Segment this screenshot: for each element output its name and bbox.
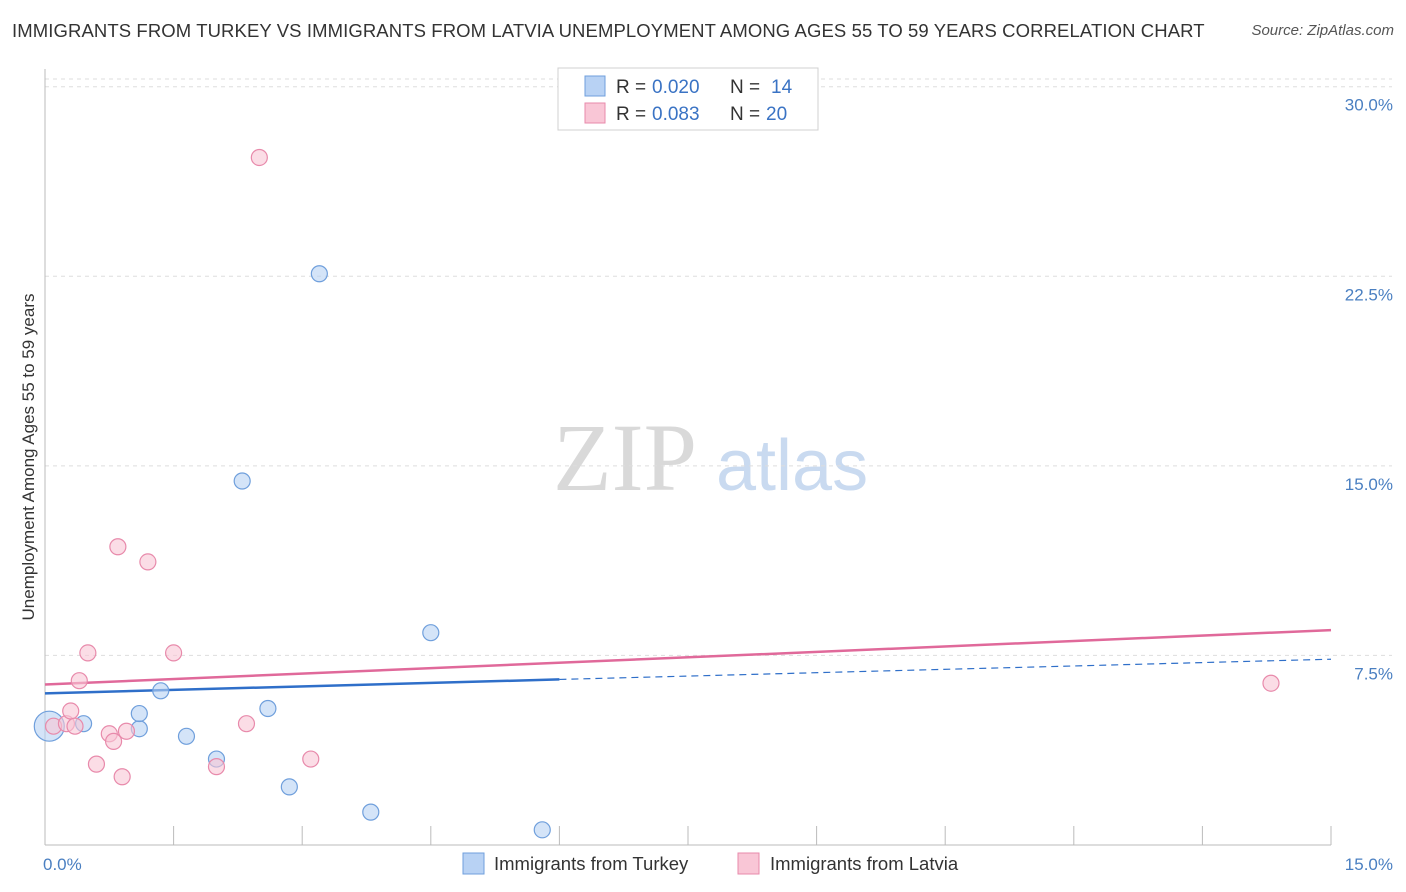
latvia-point-15 bbox=[237, 715, 256, 733]
latvia-point-14 bbox=[207, 758, 226, 776]
turkey-series-swatch bbox=[462, 852, 485, 875]
source-label: Source: ZipAtlas.com bbox=[1251, 22, 1394, 39]
trend-lines bbox=[44, 628, 1332, 695]
series-legend: Immigrants from Turkey Immigrants from L… bbox=[462, 852, 959, 875]
turkey-point-8 bbox=[259, 699, 277, 718]
data-points bbox=[33, 148, 1280, 839]
latvia-point-4 bbox=[70, 672, 88, 690]
turkey-point-10 bbox=[310, 265, 328, 283]
turkey-point-13 bbox=[533, 821, 551, 839]
turkey-n-value: 14 bbox=[771, 77, 793, 98]
latvia-r-label: R = bbox=[616, 104, 646, 125]
y-tick-label-2: 22.5% bbox=[1345, 285, 1393, 304]
latvia-point-16 bbox=[250, 148, 268, 167]
latvia-point-10 bbox=[113, 768, 131, 786]
y-tick-label-1: 15.0% bbox=[1345, 475, 1393, 494]
turkey-n-label: N = bbox=[730, 77, 760, 98]
x-tick-label-0: 0.0% bbox=[43, 855, 82, 874]
latvia-point-17 bbox=[302, 750, 320, 768]
turkey-point-4 bbox=[152, 682, 170, 700]
turkey-point-7 bbox=[233, 472, 251, 490]
latvia-point-8 bbox=[104, 732, 123, 750]
turkey-trend-extension bbox=[559, 658, 1332, 681]
chart-title: IMMIGRANTS FROM TURKEY VS IMMIGRANTS FRO… bbox=[12, 20, 1205, 41]
latvia-point-13 bbox=[165, 644, 183, 662]
latvia-legend-swatch bbox=[584, 102, 606, 124]
y-axis-label: Unemployment Among Ages 55 to 59 years bbox=[19, 294, 38, 621]
turkey-r-label: R = bbox=[616, 77, 646, 98]
y-tick-label-0: 7.5% bbox=[1354, 664, 1393, 683]
turkey-point-5 bbox=[177, 727, 196, 745]
turkey-point-9 bbox=[280, 778, 298, 796]
latvia-point-12 bbox=[139, 553, 157, 571]
latvia-series-label: Immigrants from Latvia bbox=[770, 853, 959, 874]
stats-legend: R = 0.020 N = 14 R = 0.083 N = 20 bbox=[557, 67, 819, 131]
latvia-point-5 bbox=[79, 644, 97, 662]
turkey-series-label: Immigrants from Turkey bbox=[494, 853, 689, 874]
latvia-r-value: 0.083 bbox=[652, 104, 700, 125]
y-tick-labels: 7.5% 15.0% 22.5% 30.0% bbox=[1345, 96, 1393, 684]
watermark-zip: ZIP bbox=[553, 404, 697, 511]
latvia-point-6 bbox=[87, 755, 106, 773]
y-tick-label-3: 30.0% bbox=[1345, 96, 1393, 115]
latvia-point-3 bbox=[66, 717, 84, 735]
turkey-r-value: 0.020 bbox=[652, 77, 700, 98]
turkey-point-12 bbox=[422, 624, 440, 642]
latvia-n-label: N = bbox=[730, 104, 760, 125]
latvia-point-11 bbox=[117, 722, 136, 740]
turkey-trend-line bbox=[44, 678, 560, 695]
latvia-point-2 bbox=[62, 702, 80, 720]
turkey-legend-swatch bbox=[584, 75, 606, 97]
x-ticks: 0.0% 15.0% bbox=[43, 826, 1393, 874]
grid-lines bbox=[45, 78, 1392, 656]
latvia-trend-line bbox=[44, 628, 1332, 686]
latvia-series-swatch bbox=[737, 852, 760, 875]
latvia-n-value: 20 bbox=[766, 104, 787, 125]
turkey-point-11 bbox=[362, 803, 380, 821]
x-tick-label-1: 15.0% bbox=[1345, 855, 1393, 874]
latvia-point-9 bbox=[109, 538, 127, 556]
latvia-point-18 bbox=[1262, 674, 1280, 692]
turkey-point-3 bbox=[130, 704, 148, 723]
